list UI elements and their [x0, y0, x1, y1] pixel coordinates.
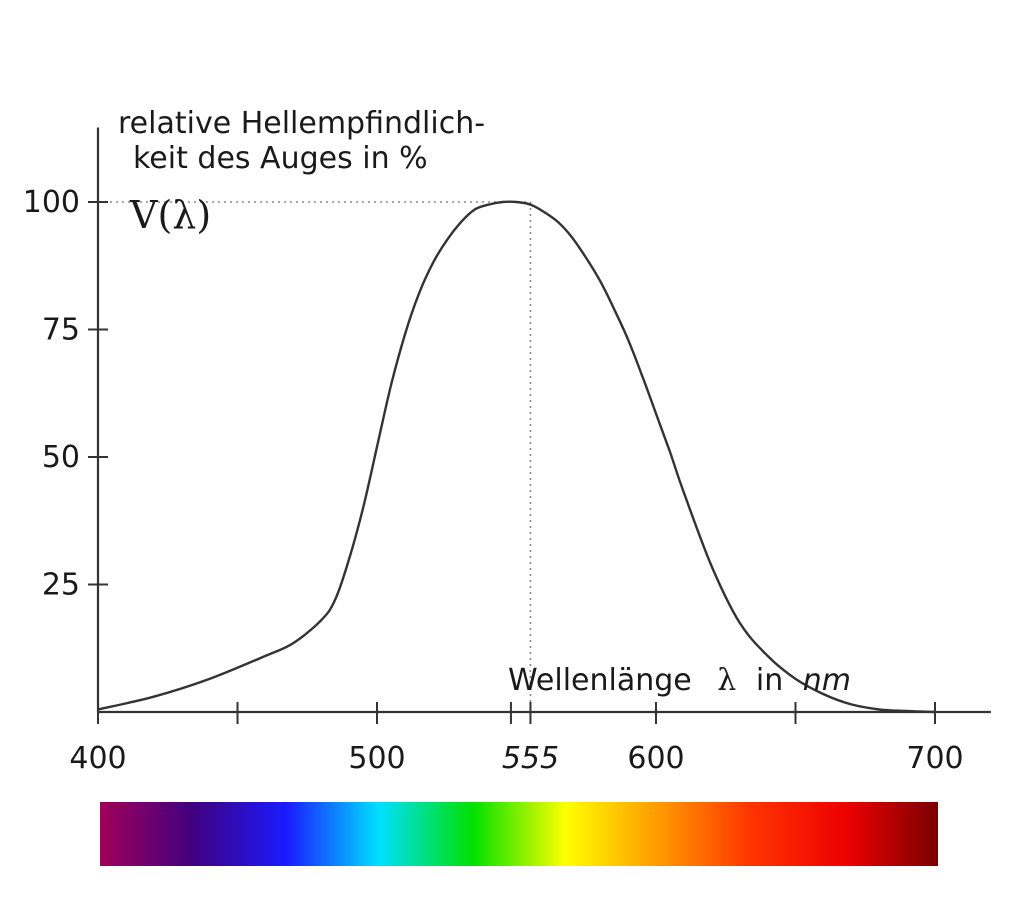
x-axis-ticks: 400 500 555 600 700: [69, 702, 964, 776]
series-layer: [97, 200, 936, 714]
peak-guides: [98, 201, 532, 712]
x-axis-title-text: Wellenlänge: [508, 663, 692, 698]
y-tick-label: 100: [23, 185, 80, 220]
y-axis-title-line-2: keit des Auges in %: [133, 141, 428, 176]
x-axis-title-unit: nm: [803, 663, 851, 698]
x-tick-label: 600: [627, 741, 684, 776]
visible-spectrum-bar: [100, 802, 938, 866]
y-axis-title-line-1: relative Hellempfindlich-: [118, 106, 485, 141]
x-axis-title-symbol: λ: [717, 663, 736, 698]
x-axis-title: Wellenlänge λ in nm: [508, 663, 851, 698]
v-lambda-curve: [97, 200, 936, 714]
x-tick-label: 500: [348, 741, 405, 776]
axes: [96, 127, 991, 714]
series-label: V(λ): [129, 193, 211, 237]
x-tick-label: 555: [502, 741, 559, 776]
y-tick-label: 50: [42, 440, 80, 475]
y-tick-label: 75: [42, 313, 80, 348]
y-tick-label: 25: [42, 568, 80, 603]
x-tick-label: 700: [906, 741, 963, 776]
x-axis-title-in: in: [756, 663, 783, 698]
x-tick-label: 400: [69, 741, 126, 776]
y-axis-ticks: 25 50 75 100: [23, 185, 108, 603]
